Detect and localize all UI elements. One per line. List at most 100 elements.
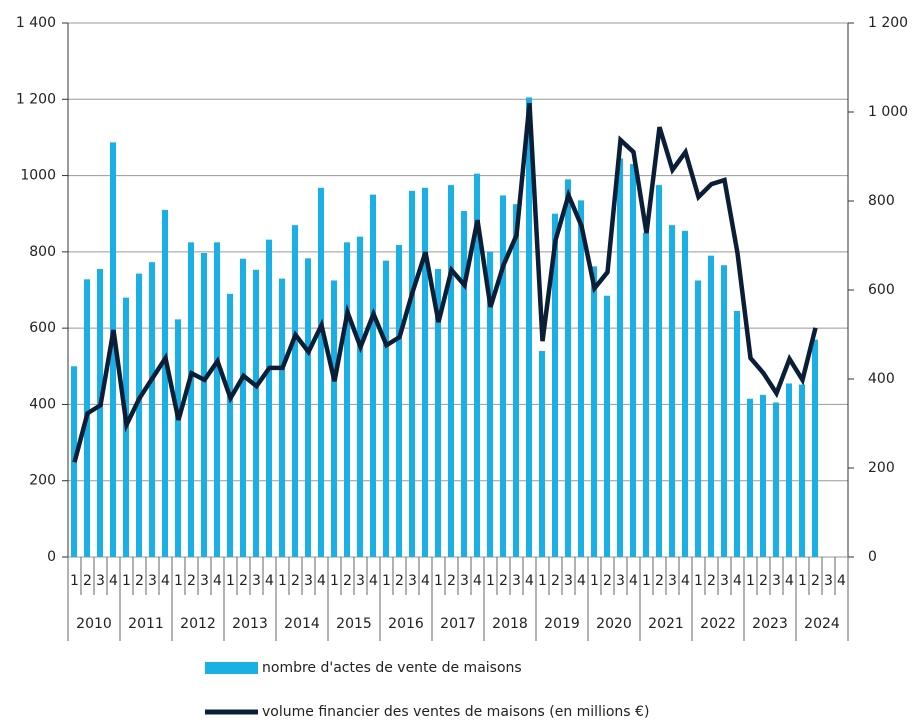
x-tick-label: 2 [811,573,820,589]
bar [331,280,337,557]
bar [799,384,805,557]
bar [227,293,233,557]
bar [708,255,714,557]
bar [448,185,454,557]
y-tick-label: 600 [29,320,56,336]
bar [370,194,376,557]
x-tick-label: 3 [772,573,781,589]
bar [240,258,246,557]
bar [760,394,766,557]
bar [539,351,545,557]
bar [253,269,259,557]
x-tick-label: 2 [187,573,196,589]
x-tick-label: 4 [213,573,222,589]
bar [136,273,142,557]
x-tick-label: 1 [746,573,755,589]
line [72,102,818,463]
year-label: 2017 [440,616,476,632]
x-tick-label: 2 [707,573,716,589]
bar [188,242,194,558]
x-tick-label: 1 [70,573,79,589]
x-tick-label: 1 [122,573,131,589]
x-tick-label: 2 [135,573,144,589]
y-tick-label: 200 [29,473,56,489]
bar [552,213,558,557]
bar [526,97,532,557]
x-tick-label: 3 [408,573,417,589]
y-tick-label: 1 400 [16,15,56,31]
x-tick-label: 1 [590,573,599,589]
x-tick-label: 4 [681,573,690,589]
year-label: 2016 [388,616,424,632]
x-tick-label: 2 [291,573,300,589]
bar [97,269,103,557]
x-tick-label: 2 [395,573,404,589]
bar [747,398,753,557]
x-tick-label: 1 [798,573,807,589]
bar [721,265,727,557]
bar [682,230,688,557]
y-tick-label: 0 [47,549,56,565]
x-tick-label: 4 [109,573,118,589]
x-tick-label: 1 [382,573,391,589]
bar [591,266,597,557]
year-label: 2014 [284,616,320,632]
x-tick-label: 3 [720,573,729,589]
x-tick-label: 4 [317,573,326,589]
x-tick-label: 1 [226,573,235,589]
bar [500,195,506,558]
x-tick-label: 3 [668,573,677,589]
year-label: 2024 [804,616,840,632]
bar [565,179,571,557]
x-tick-label: 2 [603,573,612,589]
x-tick-label: 3 [460,573,469,589]
year-label: 2011 [128,616,164,632]
y2-tick-label: 200 [868,460,895,476]
x-tick-label: 4 [421,573,430,589]
year-label: 2021 [648,616,684,632]
x-tick-label: 4 [577,573,586,589]
x-tick-label: 2 [83,573,92,589]
year-label: 2010 [76,616,112,632]
bar [110,142,116,557]
x-tick-label: 1 [694,573,703,589]
x-tick-label: 1 [174,573,183,589]
bar [578,200,584,557]
x-tick-label: 3 [616,573,625,589]
x-tick-label: 3 [512,573,521,589]
legend-label: nombre d'actes de vente de maisons [262,660,522,676]
bar [266,239,272,557]
y2-tick-label: 1 000 [868,104,908,120]
bar [214,242,220,558]
x-tick-label: 4 [369,573,378,589]
x-tick-label: 4 [733,573,742,589]
bar [162,209,168,557]
bar [357,236,363,557]
year-label: 2023 [752,616,788,632]
bar [175,319,181,557]
bar [643,232,649,558]
x-tick-label: 1 [278,573,287,589]
x-tick-label: 4 [785,573,794,589]
x-tick-label: 2 [239,573,248,589]
x-tick-label: 2 [499,573,508,589]
year-label: 2018 [492,616,528,632]
x-tick-label: 3 [564,573,573,589]
bar [773,402,779,557]
bar [201,253,207,557]
x-tick-label: 3 [356,573,365,589]
year-label: 2019 [544,616,580,632]
year-label: 2022 [700,616,736,632]
x-tick-label: 4 [265,573,274,589]
bar [396,244,402,557]
y2-tick-label: 1 200 [868,15,908,31]
x-tick-label: 2 [343,573,352,589]
x-tick-label: 2 [759,573,768,589]
y2-tick-label: 0 [868,549,877,565]
year-label: 2012 [180,616,216,632]
y2-tick-label: 800 [868,193,895,209]
bar [487,251,493,557]
y2-tick-label: 400 [868,371,895,387]
y-tick-label: 1 200 [16,91,56,107]
bar [630,164,636,557]
